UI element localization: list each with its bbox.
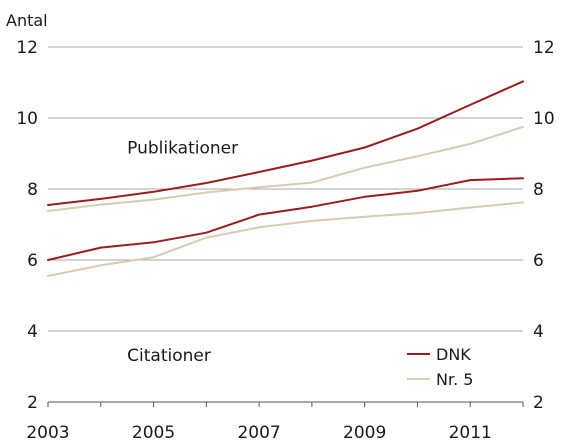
legend-label: DNK bbox=[436, 345, 471, 364]
x-tick-label: 2003 bbox=[26, 423, 69, 441]
y-tick-label-left: 10 bbox=[16, 109, 38, 129]
x-tick-label: 2007 bbox=[237, 423, 280, 441]
y-tick-label-left: 8 bbox=[27, 180, 38, 200]
y-tick-label-right: 2 bbox=[533, 393, 544, 413]
legend-label: Nr. 5 bbox=[436, 370, 473, 389]
series-line-citationer-dnk bbox=[47, 177, 524, 261]
series-lines bbox=[47, 80, 524, 277]
x-tick-label: 2011 bbox=[449, 423, 492, 441]
y-tick-label-right: 10 bbox=[533, 109, 555, 129]
y-tick-label-right: 8 bbox=[533, 180, 544, 200]
gridlines bbox=[48, 46, 523, 332]
series-line-citationer-nr5 bbox=[47, 201, 524, 277]
y-tick-label-left: 6 bbox=[27, 251, 38, 271]
series-line-publikationer-dnk bbox=[47, 80, 524, 206]
y-tick-label-right: 12 bbox=[533, 38, 555, 58]
annotation-publikationer: Publikationer bbox=[127, 139, 238, 159]
annotation-citationer: Citationer bbox=[127, 346, 211, 366]
annotations: Publikationer Citationer bbox=[127, 139, 238, 367]
y-tick-label-right: 6 bbox=[533, 251, 544, 271]
x-tick-label: 2009 bbox=[343, 423, 386, 441]
y-axis-label: Antal bbox=[6, 11, 48, 30]
series-line-publikationer-nr5 bbox=[47, 125, 524, 212]
y-tick-label-left: 12 bbox=[16, 38, 38, 58]
y-tick-label-left: 4 bbox=[27, 322, 38, 342]
x-tick-label: 2005 bbox=[132, 423, 175, 441]
axes: 2 2 4 4 6 6 8 8 10 10 12 12 2003 2005 2007 2009 2011 bbox=[16, 38, 554, 441]
y-tick-label-left: 2 bbox=[27, 393, 38, 413]
legend: DNK Nr. 5 bbox=[407, 345, 473, 389]
y-tick-label-right: 4 bbox=[533, 322, 544, 342]
